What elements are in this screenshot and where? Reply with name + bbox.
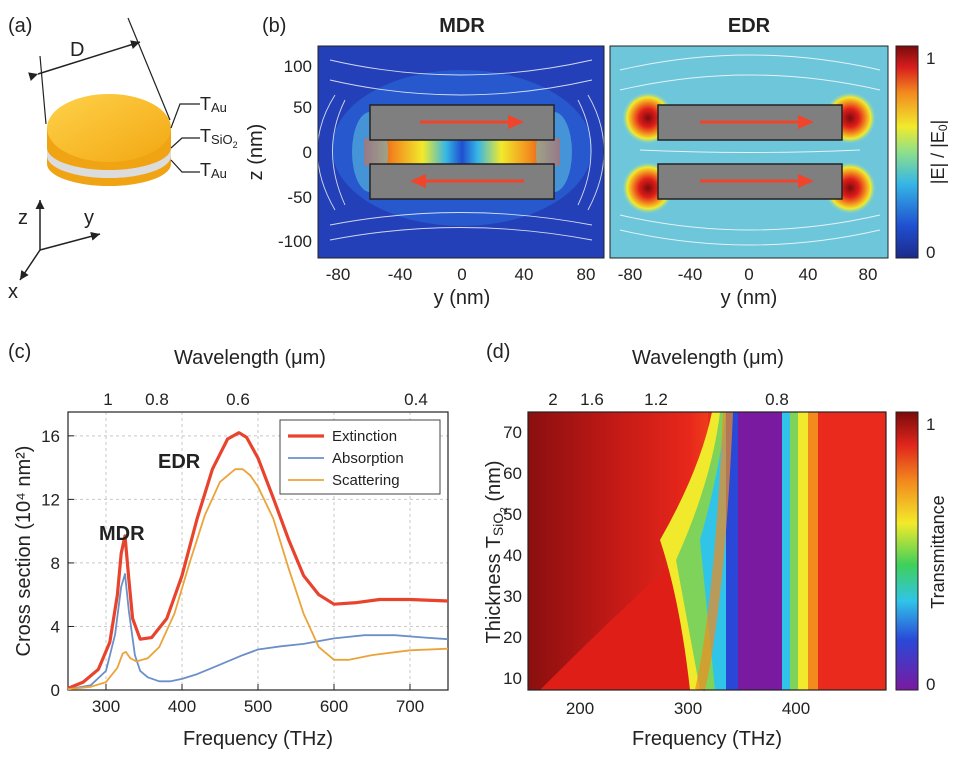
y-tick: 0 (457, 265, 466, 284)
edr-field-map (609, 45, 889, 259)
t-au-top-label: TAu (200, 94, 227, 115)
thickness-tick: 70 (503, 423, 522, 442)
cross-section-chart: 300 400 500 600 700 0 4 8 12 16 Frequency (THz) Cro… (13, 411, 449, 750)
thickness-tick: 60 (503, 464, 522, 483)
panel-d: (d) Wavelength (μm) 2 1.6 1.2 0.8 70 60 … (483, 341, 948, 750)
panel-b-y-ticks-left: -80 -40 0 40 80 (326, 265, 596, 284)
y-axis-label: Cross section (10⁴ nm²) (13, 446, 35, 657)
y-tick: 0 (744, 265, 753, 284)
panel-c-top-axis-label: Wavelength (μm) (174, 347, 326, 369)
wavelength-tick: 0.6 (226, 390, 250, 409)
x-tick-label: 500 (244, 697, 272, 716)
y-tick-label: 0 (51, 681, 60, 700)
wavelength-tick: 1 (103, 390, 112, 409)
panel-d-label: (d) (486, 341, 510, 363)
thickness-tick: 40 (503, 546, 522, 565)
t-sio2-label: TSiO2 (200, 126, 238, 150)
series-line-scattering (67, 468, 449, 691)
field-colorbar-top: 1 (926, 49, 935, 68)
z-tick: 50 (293, 98, 312, 117)
wavelength-tick: 1.6 (580, 390, 604, 409)
wavelength-tick: 2 (548, 390, 557, 409)
frequency-tick: 200 (566, 699, 594, 718)
x-tick-label: 300 (92, 697, 120, 716)
transmittance-colorbar-label: Transmittance (928, 495, 948, 608)
y-tick: -80 (618, 265, 643, 284)
thickness-tick: 20 (503, 628, 522, 647)
legend-box (279, 419, 441, 495)
x-axis-label: Frequency (THz) (183, 728, 333, 750)
panel-a: (a) D TAu TSiO2 TAu z y x (8, 15, 238, 303)
y-tick: 80 (859, 265, 878, 284)
mdr-field-map (317, 45, 605, 259)
frequency-tick: 300 (674, 699, 702, 718)
legend-label: Scattering (332, 472, 400, 489)
wavelength-tick: 1.2 (644, 390, 668, 409)
x-tick-label: 700 (396, 697, 424, 716)
thickness-tick: 10 (503, 669, 522, 688)
y-tick-label: 4 (51, 617, 60, 636)
thickness-tick: 50 (503, 505, 522, 524)
y-tick: -40 (388, 265, 413, 284)
frequency-tick: 400 (782, 699, 810, 718)
y-tick: 40 (799, 265, 818, 284)
y-tick-label: 16 (41, 427, 60, 446)
panel-b: (b) MDR EDR (245, 15, 950, 309)
panel-d-x-label: Frequency (THz) (632, 728, 782, 750)
legend-label: Extinction (332, 428, 397, 445)
thickness-tick: 30 (503, 587, 522, 606)
panel-c-label: (c) (8, 341, 31, 363)
disk-illustration (47, 94, 171, 186)
axis-z-label: z (18, 207, 28, 229)
panel-c: (c) Wavelength (μm) 1 0.8 0.6 0.4 300 400… (8, 341, 449, 750)
panel-b-z-ticks: 100 50 0 -50 -100 (278, 57, 312, 251)
axis-x-label: x (8, 281, 18, 303)
axis-y-label: y (84, 207, 94, 229)
z-tick: -50 (287, 188, 312, 207)
y-tick: -80 (326, 265, 351, 284)
edr-title: EDR (728, 15, 771, 37)
transmittance-colorbar (895, 411, 919, 691)
field-colorbar (895, 45, 919, 259)
panel-b-y-label-right: y (nm) (721, 287, 778, 309)
panel-d-top-axis-label: Wavelength (μm) (632, 347, 784, 369)
series-line-extinction (67, 431, 449, 690)
diameter-arrow (28, 40, 141, 81)
legend-label: Absorption (332, 450, 404, 467)
y-tick: 40 (515, 265, 534, 284)
y-tick: 80 (577, 265, 596, 284)
mdr-annotation: MDR (99, 523, 145, 545)
series-line-absorption (67, 573, 449, 691)
mdr-title: MDR (439, 15, 485, 37)
x-tick-label: 600 (320, 697, 348, 716)
wavelength-tick: 0.4 (404, 390, 428, 409)
field-colorbar-bottom: 0 (926, 243, 935, 262)
panel-b-y-label-left: y (nm) (434, 287, 491, 309)
panel-a-label: (a) (8, 15, 32, 37)
y-tick-label: 12 (41, 490, 60, 509)
panel-b-y-ticks-right: -80 -40 0 40 80 (618, 265, 878, 284)
transmittance-colorbar-top: 1 (926, 415, 935, 434)
panel-b-label: (b) (262, 15, 286, 37)
panel-b-z-label: z (nm) (245, 124, 267, 181)
diameter-label: D (70, 39, 84, 61)
wavelength-tick: 0.8 (145, 390, 169, 409)
t-au-bottom-label: TAu (200, 160, 227, 181)
panel-d-y-label: Thickness TSiO2 (nm) (483, 460, 510, 643)
z-tick: -100 (278, 232, 312, 251)
field-colorbar-label: |E| / |E0| (928, 120, 950, 184)
panel-d-x-ticks: 200 300 400 (566, 699, 810, 718)
x-tick-label: 400 (168, 697, 196, 716)
transmittance-map (527, 411, 887, 692)
y-tick-label: 8 (51, 554, 60, 573)
transmittance-colorbar-bottom: 0 (926, 675, 935, 694)
z-tick: 0 (303, 143, 312, 162)
axis-triad: z y x (8, 200, 101, 303)
z-tick: 100 (284, 57, 312, 76)
wavelength-tick: 0.8 (765, 390, 789, 409)
edr-annotation: EDR (158, 451, 201, 473)
y-tick: -40 (678, 265, 703, 284)
panel-d-y-ticks: 70 60 50 40 30 20 10 (503, 423, 522, 688)
